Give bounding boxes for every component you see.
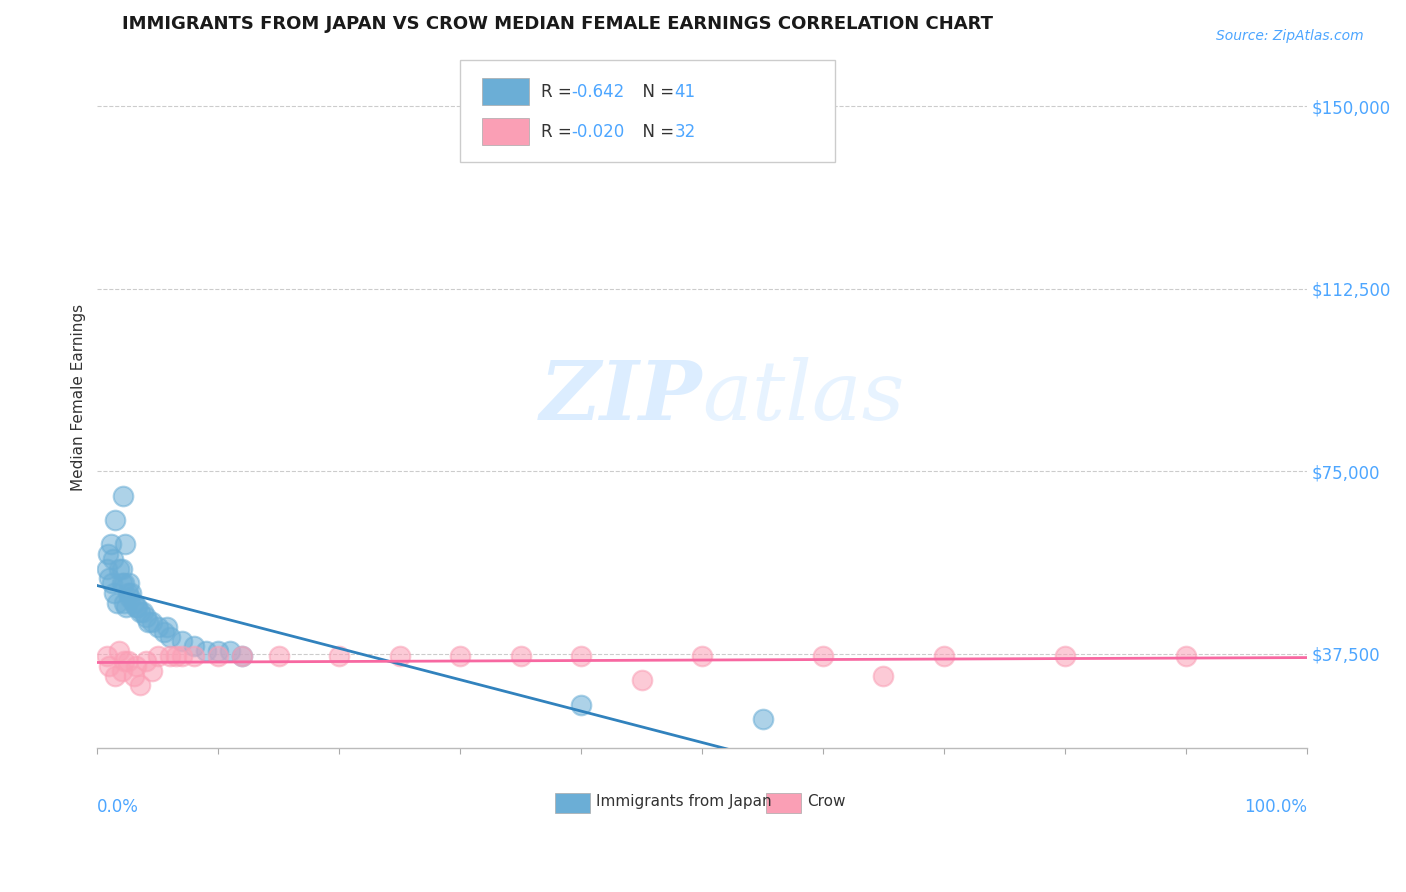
Point xyxy=(219,644,242,658)
Text: 100.0%: 100.0% xyxy=(1244,797,1306,815)
Point xyxy=(751,712,773,726)
Text: -0.642: -0.642 xyxy=(571,83,624,101)
Point xyxy=(690,649,713,664)
Text: atlas: atlas xyxy=(702,357,904,437)
Text: 0.0%: 0.0% xyxy=(97,797,139,815)
Point xyxy=(108,561,131,575)
Point xyxy=(153,624,176,639)
Point xyxy=(104,513,127,527)
Text: R =: R = xyxy=(541,122,578,141)
Point xyxy=(569,649,592,664)
Point xyxy=(98,658,121,673)
Point xyxy=(170,634,193,648)
Point xyxy=(112,576,135,591)
Point xyxy=(98,571,121,585)
Point xyxy=(231,649,253,664)
Point xyxy=(117,654,139,668)
Point xyxy=(509,649,531,664)
Text: 32: 32 xyxy=(675,122,696,141)
Text: -0.020: -0.020 xyxy=(571,122,624,141)
Point xyxy=(207,644,229,658)
Point xyxy=(328,649,350,664)
Point xyxy=(112,596,135,610)
Point xyxy=(120,586,142,600)
Point xyxy=(118,591,141,605)
Point xyxy=(135,654,157,668)
Point xyxy=(267,649,290,664)
Point xyxy=(132,605,155,619)
Point xyxy=(104,668,127,682)
Point xyxy=(115,600,138,615)
Point xyxy=(872,668,894,682)
Point xyxy=(135,610,157,624)
Text: N =: N = xyxy=(631,83,679,101)
Text: ZIP: ZIP xyxy=(540,357,702,437)
Point xyxy=(146,620,169,634)
Point xyxy=(110,576,132,591)
Text: 41: 41 xyxy=(675,83,696,101)
Point xyxy=(101,576,124,591)
Text: Immigrants from Japan: Immigrants from Japan xyxy=(596,794,772,809)
Point xyxy=(165,649,187,664)
Point xyxy=(136,615,159,629)
Point xyxy=(96,561,118,575)
Point xyxy=(159,649,181,664)
Point xyxy=(195,644,218,658)
Point xyxy=(112,654,135,668)
Point xyxy=(110,561,132,575)
Text: N =: N = xyxy=(631,122,679,141)
Point xyxy=(108,644,131,658)
Point xyxy=(111,489,134,503)
FancyBboxPatch shape xyxy=(482,78,529,105)
Point xyxy=(811,649,834,664)
Text: R =: R = xyxy=(541,83,578,101)
Point xyxy=(128,605,150,619)
Point xyxy=(101,551,124,566)
Point xyxy=(141,615,163,629)
Point xyxy=(128,678,150,692)
Point xyxy=(100,537,122,551)
Point xyxy=(1053,649,1076,664)
FancyBboxPatch shape xyxy=(460,60,835,161)
Point xyxy=(122,596,145,610)
Point xyxy=(117,586,139,600)
Point xyxy=(170,649,193,664)
Point xyxy=(141,664,163,678)
Point xyxy=(125,600,148,615)
Text: Source: ZipAtlas.com: Source: ZipAtlas.com xyxy=(1216,29,1364,44)
Point xyxy=(122,668,145,682)
Text: Crow: Crow xyxy=(807,794,846,809)
Point xyxy=(146,649,169,664)
Point xyxy=(159,630,181,644)
Point xyxy=(449,649,471,664)
Point xyxy=(97,547,120,561)
Point xyxy=(110,664,132,678)
Point xyxy=(388,649,411,664)
Point xyxy=(118,576,141,591)
Point xyxy=(183,649,205,664)
FancyBboxPatch shape xyxy=(482,119,529,145)
FancyBboxPatch shape xyxy=(554,793,589,814)
FancyBboxPatch shape xyxy=(766,793,801,814)
Point xyxy=(630,673,652,688)
Point xyxy=(114,537,136,551)
Point xyxy=(96,649,118,664)
Y-axis label: Median Female Earnings: Median Female Earnings xyxy=(72,303,86,491)
Point xyxy=(183,640,205,654)
Point xyxy=(103,586,125,600)
Point xyxy=(125,658,148,673)
Point xyxy=(932,649,955,664)
Point xyxy=(569,698,592,712)
Point xyxy=(156,620,179,634)
Point xyxy=(1174,649,1197,664)
Text: IMMIGRANTS FROM JAPAN VS CROW MEDIAN FEMALE EARNINGS CORRELATION CHART: IMMIGRANTS FROM JAPAN VS CROW MEDIAN FEM… xyxy=(121,15,993,33)
Point xyxy=(231,649,253,664)
Point xyxy=(127,600,149,615)
Point xyxy=(105,596,128,610)
Point xyxy=(207,649,229,664)
